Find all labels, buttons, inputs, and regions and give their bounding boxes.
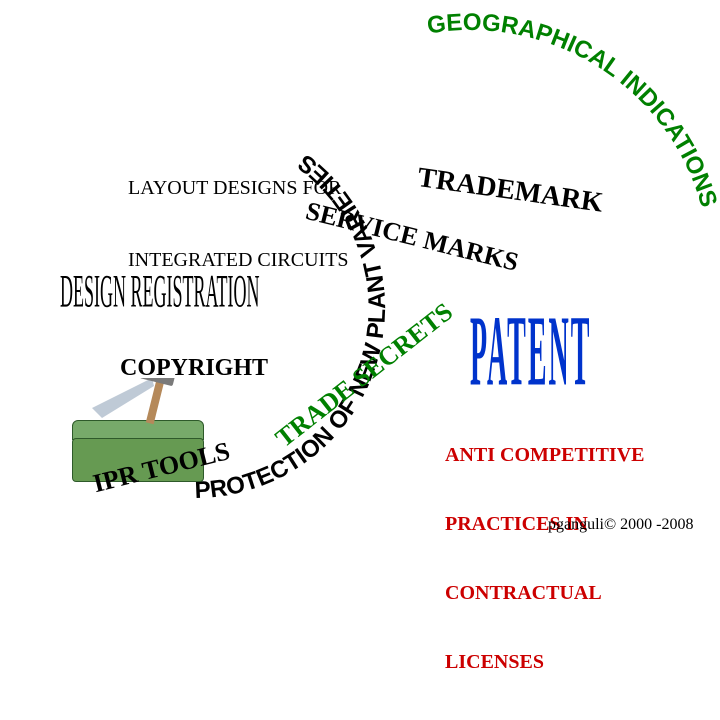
saw-icon (92, 378, 154, 418)
anti-line-1: ANTI COMPETITIVE (445, 444, 644, 467)
anti-line-4: LICENSES (445, 651, 644, 674)
stage: PROTECTION OF NEW PLANT VARIETIES GEOGRA… (0, 0, 720, 540)
design-registration-label: DESIGN REGISTRATION (60, 265, 260, 320)
patent-label: PATENT (470, 298, 591, 413)
anti-competitive-label: ANTI COMPETITIVE PRACTICES IN CONTRACTUA… (445, 398, 644, 720)
anti-line-3: CONTRACTUAL (445, 582, 644, 605)
footer-credit: pganguli© 2000 -2008 (548, 516, 693, 534)
